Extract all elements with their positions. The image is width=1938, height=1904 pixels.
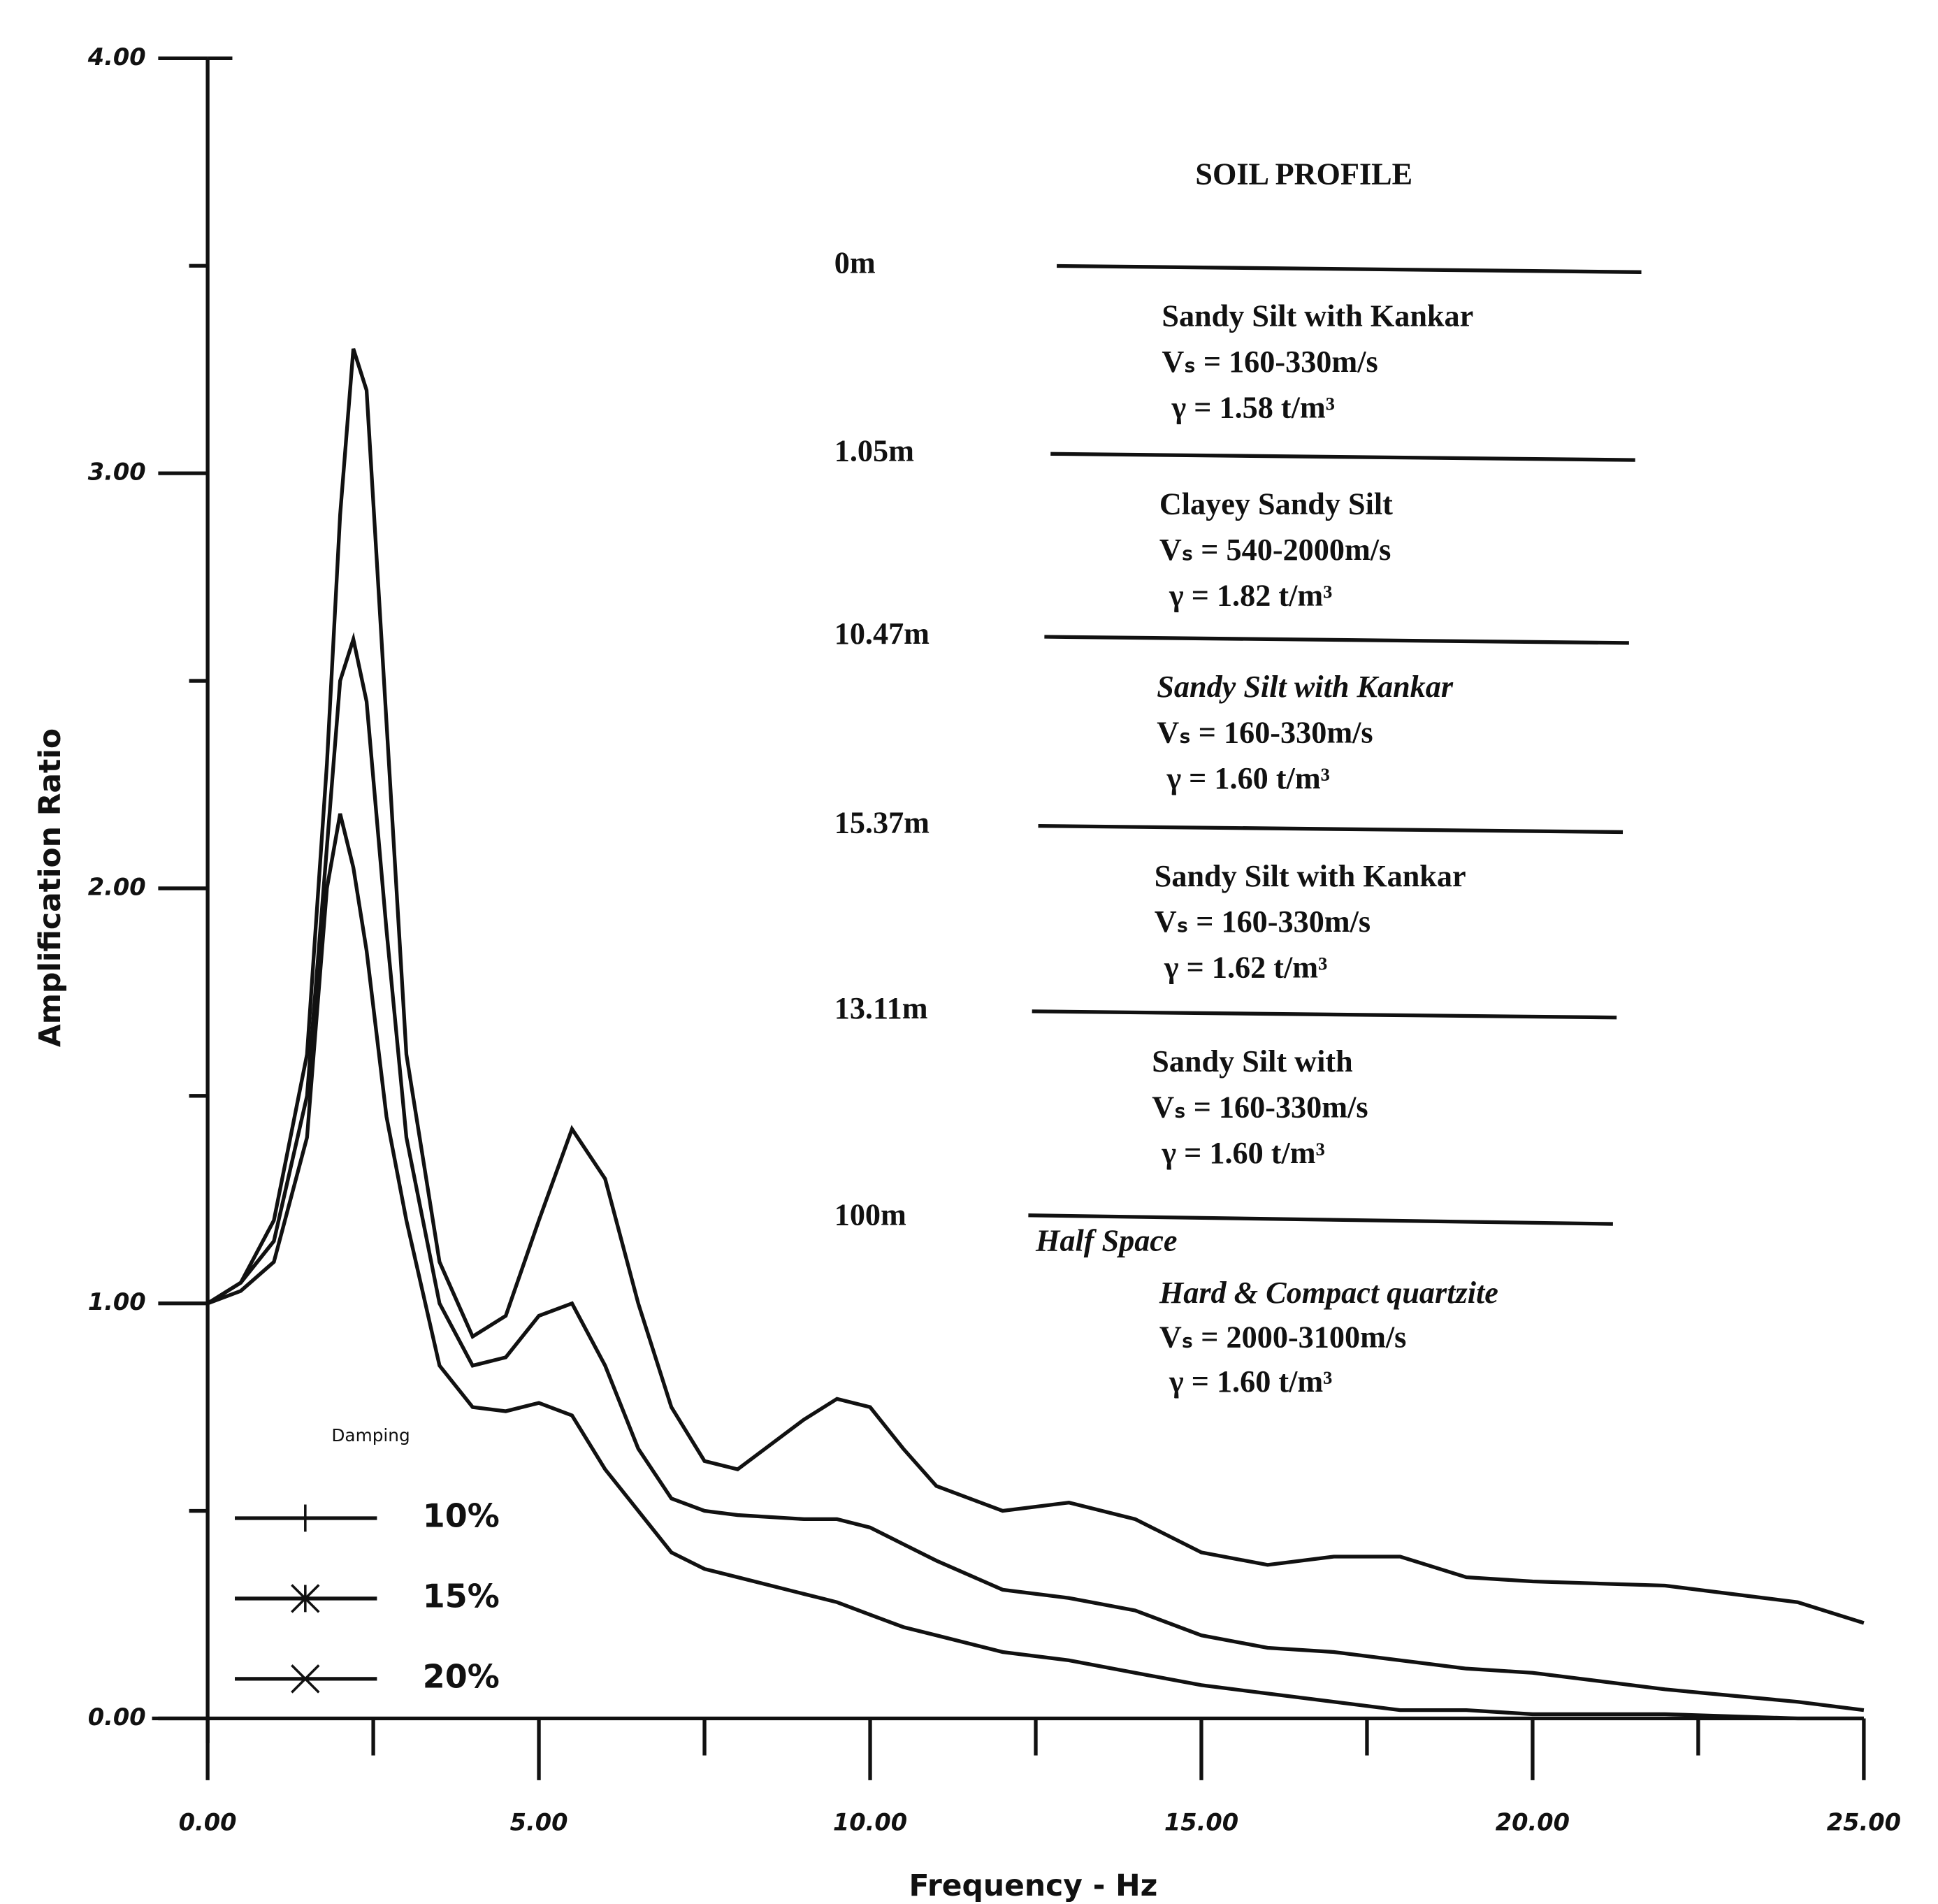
layer-text: Clayey Sandy Silt	[1159, 486, 1393, 521]
layer-text: Sandy Silt with	[1152, 1044, 1352, 1079]
depth-label: 13.11m	[834, 991, 928, 1025]
legend-marker	[291, 1664, 320, 1694]
layer-boundary	[1044, 635, 1629, 645]
layer-text: Vₛ = 160-330m/s	[1155, 904, 1371, 939]
layer-text: γ = 1.58 t/m³	[1171, 391, 1335, 425]
layer-text: γ = 1.62 t/m³	[1164, 951, 1327, 985]
depth-label: 15.37m	[834, 806, 930, 840]
layer-text: γ = 1.60 t/m³	[1169, 1364, 1332, 1399]
x-tick-label: 25.00	[1827, 1808, 1901, 1836]
y-tick-label: 2.00	[88, 873, 146, 900]
layer-text: γ = 1.60 t/m³	[1166, 761, 1329, 795]
y-tick-label: 1.00	[88, 1288, 146, 1315]
layer-boundary	[1028, 1213, 1613, 1226]
layer-text: Sandy Silt with Kankar	[1157, 670, 1454, 704]
layer-text: Vₛ = 160-330m/s	[1152, 1090, 1368, 1125]
layer-boundary	[1032, 1009, 1617, 1020]
depth-label: 1.05m	[834, 433, 914, 468]
series-line	[207, 813, 1864, 1721]
profile-title: SOIL PROFILE	[1195, 157, 1412, 191]
x-tick-label: 0.00	[179, 1808, 237, 1836]
layer-text: Sandy Silt with Kankar	[1162, 299, 1473, 333]
series-line	[206, 348, 1865, 1625]
y-axis-label: Amplification Ratio	[34, 728, 68, 1047]
depth-label: 0m	[834, 246, 876, 280]
x-axis-label: Frequency - Hz	[909, 1869, 1158, 1903]
depth-label: 100m	[834, 1197, 906, 1232]
y-tick-label: 0.00	[88, 1703, 146, 1731]
depth-label: 10.47m	[834, 616, 930, 651]
layer-boundary	[1050, 452, 1635, 462]
layer-text: Hard & Compact quartzite	[1159, 1276, 1498, 1310]
legend-marker	[291, 1504, 319, 1532]
legend-marker	[291, 1584, 320, 1613]
layer-boundary	[1057, 264, 1642, 274]
legend-title: Damping	[331, 1425, 410, 1445]
layer-boundary	[1038, 823, 1624, 835]
layer-text: Vₛ = 160-330m/s	[1162, 345, 1377, 379]
x-tick-label: 20.00	[1496, 1808, 1570, 1836]
layer-text: γ = 1.82 t/m³	[1169, 578, 1332, 612]
layer-text: Vₛ = 2000-3100m/s	[1159, 1320, 1407, 1354]
x-tick-label: 15.00	[1164, 1808, 1238, 1836]
layer-text: Vₛ = 540-2000m/s	[1159, 533, 1391, 567]
series-line	[206, 632, 1865, 1712]
y-tick-label: 3.00	[88, 459, 146, 486]
layer-text: γ = 1.60 t/m³	[1161, 1136, 1324, 1170]
layer-text: Sandy Silt with Kankar	[1155, 859, 1466, 893]
half-space-label: Half Space	[1035, 1224, 1178, 1258]
layer-text: Vₛ = 160-330m/s	[1157, 716, 1373, 750]
legend-label: 10%	[423, 1496, 500, 1534]
legend-label: 20%	[423, 1657, 500, 1695]
x-tick-label: 10.00	[833, 1808, 907, 1836]
x-tick-label: 5.00	[510, 1808, 568, 1836]
y-tick-label: 4.00	[87, 43, 146, 71]
legend-label: 15%	[423, 1577, 500, 1615]
